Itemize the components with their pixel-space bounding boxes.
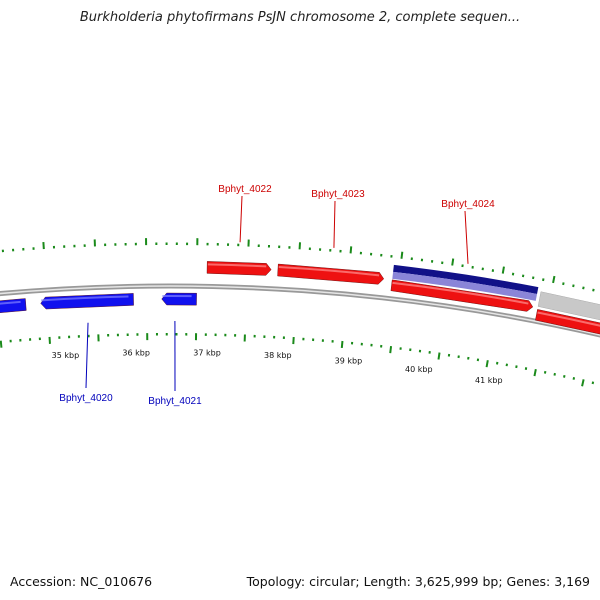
inner-minor-tick xyxy=(563,374,566,378)
inner-major-tick xyxy=(533,368,537,377)
scale-label: 35 kbp xyxy=(52,351,80,360)
scale-label: 39 kbp xyxy=(335,357,363,366)
inner-minor-tick xyxy=(572,377,576,380)
gene-label-reverse[interactable]: Bphyt_4021 xyxy=(148,396,202,407)
inner-major-tick xyxy=(0,340,3,348)
outer-tick-track xyxy=(1,238,595,292)
inner-minor-tick xyxy=(543,370,547,374)
gene-leader-line xyxy=(85,322,89,389)
inner-major-tick xyxy=(389,346,393,354)
outer-major-tick xyxy=(451,258,455,266)
scale-label: 41 kbp xyxy=(475,376,503,385)
scale-label: 38 kbp xyxy=(264,351,292,360)
inner-major-tick xyxy=(437,352,441,360)
gene-label-forward[interactable]: Bphyt_4022 xyxy=(218,184,272,195)
gene-track xyxy=(0,261,600,335)
gene-leader-line xyxy=(239,195,243,243)
gene-label-forward[interactable]: Bphyt_4023 xyxy=(311,189,365,200)
gene-leader-line xyxy=(333,200,336,248)
inner-major-tick xyxy=(485,360,489,368)
gene-label-reverse[interactable]: Bphyt_4020 xyxy=(59,393,113,404)
gene-arrow-bphyt-4019 xyxy=(0,298,27,313)
inner-minor-tick xyxy=(553,372,556,376)
gene-arrow-bphyt-4019-highlight xyxy=(0,300,21,305)
gene-arrow-bphyt-4022-highlight xyxy=(207,263,267,268)
outer-major-tick xyxy=(552,275,556,284)
scale-label: 36 kbp xyxy=(122,348,150,357)
outer-minor-tick xyxy=(582,286,585,290)
gene-leader-line xyxy=(464,210,469,264)
gene-block-other xyxy=(537,291,600,321)
sequence-backbone xyxy=(0,283,600,338)
gene-arrow-bphyt-4025-highlight xyxy=(537,311,600,327)
selected-gene-outline xyxy=(393,264,539,295)
gene-arrow-bphyt-4021 xyxy=(161,292,197,306)
inner-tick-track xyxy=(0,333,595,387)
label-leader-lines xyxy=(85,195,469,392)
selected-gene-band xyxy=(392,271,538,301)
outer-major-tick xyxy=(501,266,505,274)
label-layer: 35 kbp 36 kbp 37 kbp 38 kbp 39 kbp 40 kbp 41 k… xyxy=(52,184,503,407)
gene-arrow-bphyt-4022 xyxy=(206,261,272,276)
scale-label: 37 kbp xyxy=(193,348,221,357)
map-title: Burkholderia phytofirmans PsJN chromosom… xyxy=(79,10,521,25)
scale-label: 40 kbp xyxy=(405,365,433,374)
backbone-highlight xyxy=(0,285,600,336)
gene-arrow-bphyt-4024-highlight xyxy=(392,281,529,305)
accession-label: Accession: NC_010676 xyxy=(10,574,153,589)
genome-summary: Topology: circular; Length: 3,625,999 bp… xyxy=(246,574,590,589)
outer-major-tick xyxy=(400,251,404,259)
inner-major-tick xyxy=(581,379,585,387)
outer-minor-tick xyxy=(562,282,565,286)
gene-arrow-bphyt-4020-highlight xyxy=(41,295,129,302)
inner-major-tick xyxy=(340,340,344,349)
outer-minor-tick xyxy=(592,288,595,292)
inner-minor-tick xyxy=(591,381,595,385)
outer-minor-tick xyxy=(572,284,575,288)
gene-label-forward[interactable]: Bphyt_4024 xyxy=(441,199,495,210)
gene-arrow-bphyt-4023-highlight xyxy=(278,266,380,277)
outer-major-tick xyxy=(349,246,353,254)
